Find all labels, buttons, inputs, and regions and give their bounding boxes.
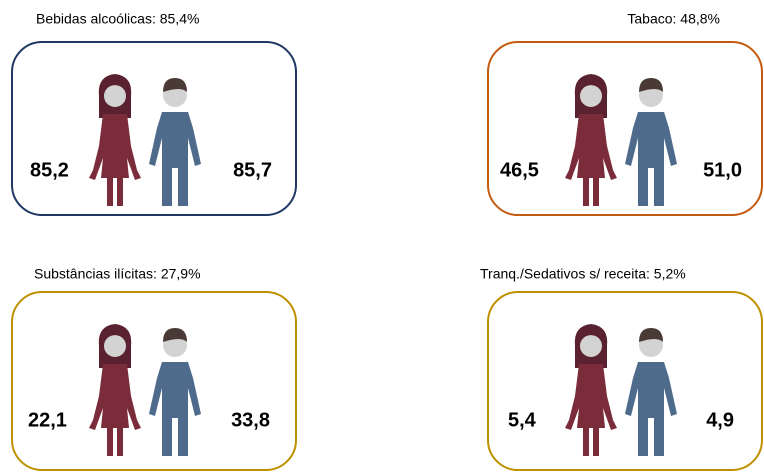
panel-title: Tranq./Sedativos s/ receita: 5,2% xyxy=(480,266,686,282)
panel: Bebidas alcoólicas: 85,4% 85,2 85,7 xyxy=(11,11,297,216)
female-figure xyxy=(565,324,617,456)
panel: Tabaco: 48,8% 46,5 51,0 xyxy=(487,11,763,216)
panel-title: Bebidas alcoólicas: 85,4% xyxy=(36,11,199,27)
female-value: 46,5 xyxy=(500,159,539,181)
female-figure xyxy=(89,74,141,206)
panel-frame xyxy=(11,41,297,216)
female-figure xyxy=(89,324,141,456)
male-figure xyxy=(625,328,677,456)
panel-title: Tabaco: 48,8% xyxy=(627,11,720,27)
male-figure xyxy=(149,328,201,456)
panel-title: Substâncias ilícitas: 27,9% xyxy=(34,266,201,282)
panel: Substâncias ilícitas: 27,9% 22,1 33,8 xyxy=(11,266,297,471)
male-value: 4,9 xyxy=(706,409,734,431)
male-figure xyxy=(149,78,201,206)
male-figure xyxy=(625,78,677,206)
male-value: 33,8 xyxy=(231,409,270,431)
female-figure xyxy=(565,74,617,206)
male-value: 85,7 xyxy=(233,159,272,181)
female-value: 5,4 xyxy=(508,409,537,431)
panel: Tranq./Sedativos s/ receita: 5,2% 5,4 4,9 xyxy=(480,266,763,471)
female-value: 22,1 xyxy=(28,409,67,431)
female-value: 85,2 xyxy=(30,159,69,181)
male-value: 51,0 xyxy=(703,159,742,181)
panel-frame xyxy=(487,41,763,216)
panel-frame xyxy=(11,291,297,471)
panel-frame xyxy=(487,291,763,471)
